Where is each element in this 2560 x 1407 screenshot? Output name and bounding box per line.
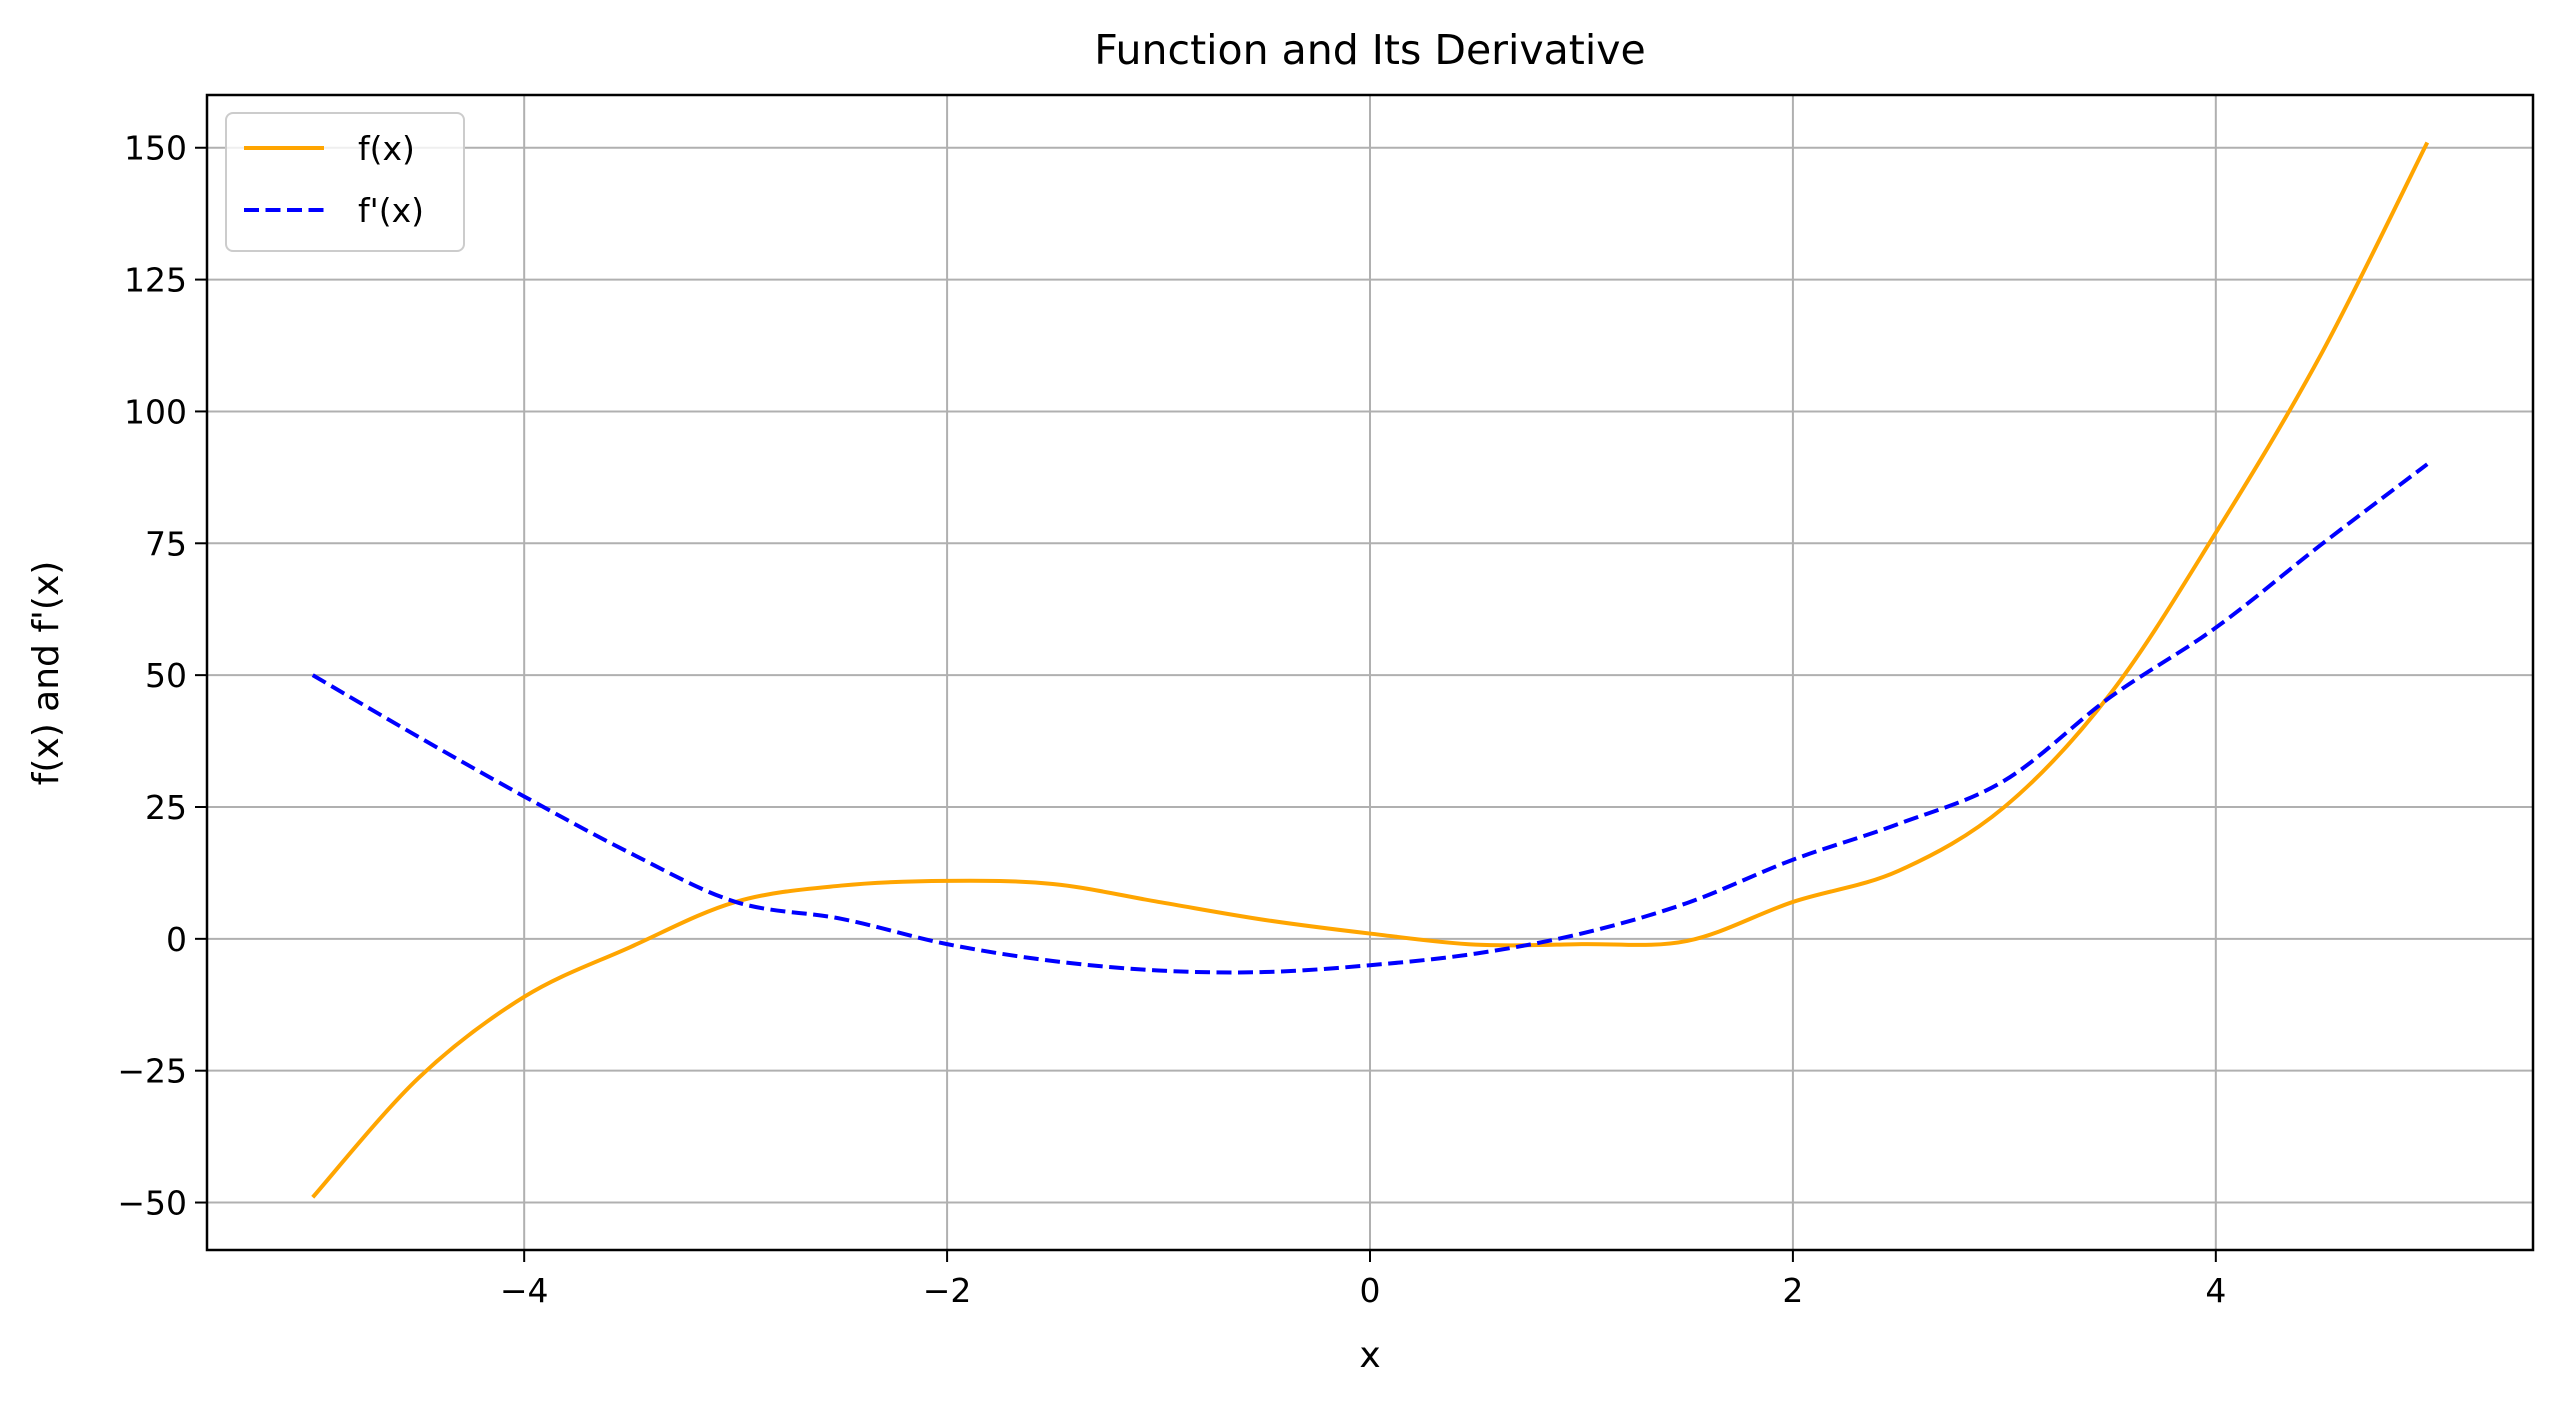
series-line-f [311, 141, 2430, 1199]
y-tick-label: 100 [124, 392, 187, 431]
x-tick-label: 2 [1782, 1271, 1803, 1310]
y-tick-label: 25 [145, 788, 187, 827]
chart-title: Function and Its Derivative [1094, 26, 1646, 74]
y-axis-ticks: −50 −25 0 25 50 75 100 125 150 [117, 129, 207, 1223]
legend: f(x) f'(x) [225, 112, 465, 252]
legend-label: f(x) [358, 129, 415, 168]
x-tick-label: 4 [2205, 1271, 2226, 1310]
series-line-fprime [311, 462, 2429, 975]
y-tick-label: −50 [117, 1184, 187, 1223]
y-tick-label: 150 [124, 129, 187, 168]
y-tick-label: 50 [145, 656, 187, 695]
y-tick-label: 125 [124, 261, 187, 300]
x-tick-label: 0 [1360, 1271, 1381, 1310]
x-tick-label: −4 [500, 1271, 549, 1310]
legend-box [225, 112, 465, 252]
y-tick-label: −25 [117, 1052, 187, 1091]
y-tick-label: 75 [145, 524, 187, 563]
y-tick-label: 0 [166, 920, 187, 959]
x-axis-ticks: −4 −2 0 2 4 [500, 1250, 2226, 1310]
x-axis-label: x [1359, 1335, 1380, 1376]
legend-label: f'(x) [358, 191, 424, 230]
y-axis-label: f(x) and f'(x) [26, 561, 67, 786]
plot-series [311, 141, 2430, 1199]
x-tick-label: −2 [923, 1271, 972, 1310]
